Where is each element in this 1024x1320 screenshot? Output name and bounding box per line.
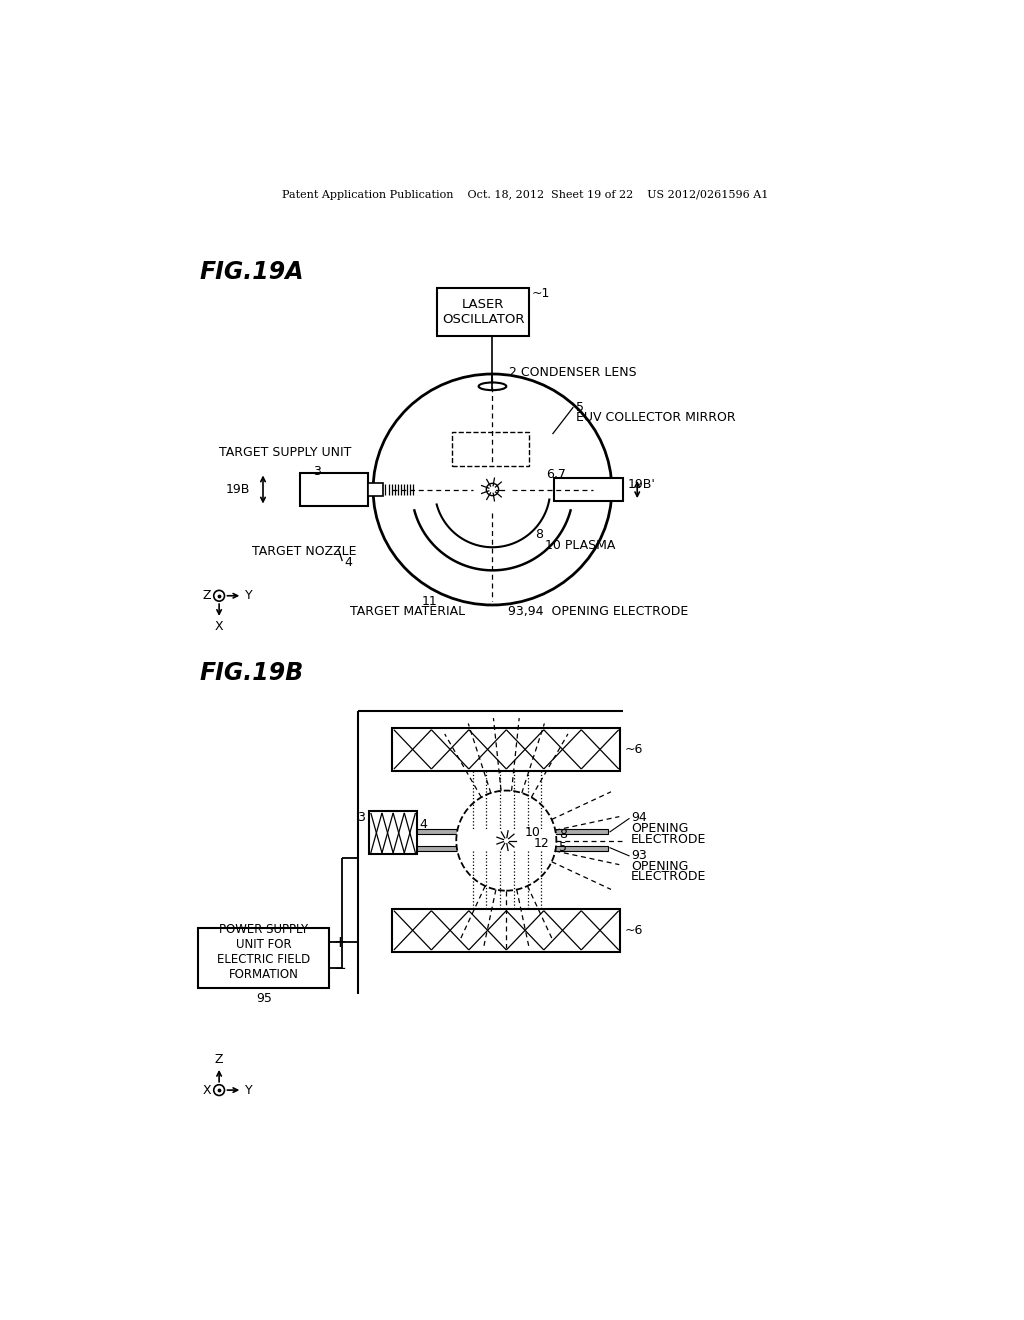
Text: 19B: 19B [225, 483, 250, 496]
Text: TARGET SUPPLY UNIT: TARGET SUPPLY UNIT [219, 446, 351, 459]
Text: Y: Y [245, 589, 252, 602]
Text: OPENING: OPENING [631, 859, 688, 873]
Text: 3: 3 [357, 810, 366, 824]
Text: Z: Z [203, 589, 211, 602]
Text: FIG.19B: FIG.19B [200, 661, 304, 685]
Bar [417, 829, 608, 834]
Text: EUV COLLECTOR MIRROR: EUV COLLECTOR MIRROR [575, 412, 735, 425]
Text: 4: 4 [419, 818, 427, 832]
Text: 12: 12 [535, 837, 550, 850]
Text: −: − [333, 961, 346, 975]
Bar [417, 846, 608, 851]
Ellipse shape [373, 374, 611, 605]
Text: X: X [203, 1084, 211, 1097]
Bar [368, 483, 383, 496]
Text: POWER SUPPLY
UNIT FOR
ELECTRIC FIELD
FORMATION: POWER SUPPLY UNIT FOR ELECTRIC FIELD FOR… [217, 923, 310, 981]
Text: ~6: ~6 [625, 743, 642, 756]
Text: 93,94  OPENING ELECTRODE: 93,94 OPENING ELECTRODE [508, 605, 688, 618]
Bar [437, 288, 529, 335]
Text: 11: 11 [422, 594, 437, 607]
Text: TARGET NOZZLE: TARGET NOZZLE [252, 545, 356, 557]
Text: FIG.19A: FIG.19A [200, 260, 304, 284]
Text: LASER
OSCILLATOR: LASER OSCILLATOR [442, 297, 524, 326]
Text: ~1: ~1 [531, 288, 550, 301]
Circle shape [214, 590, 224, 601]
Circle shape [486, 483, 499, 495]
Circle shape [214, 1085, 224, 1096]
Text: 8: 8 [559, 828, 566, 841]
Bar [554, 478, 624, 502]
Text: Z: Z [215, 1053, 223, 1065]
Text: Patent Application Publication    Oct. 18, 2012  Sheet 19 of 22    US 2012/02615: Patent Application Publication Oct. 18, … [282, 190, 768, 201]
Text: 10: 10 [524, 825, 541, 838]
Text: 5: 5 [559, 841, 566, 854]
Text: 19B': 19B' [628, 478, 655, 491]
Text: ELECTRODE: ELECTRODE [631, 833, 707, 846]
Text: 8: 8 [535, 528, 543, 541]
Text: 5: 5 [575, 400, 584, 413]
Text: 93: 93 [631, 849, 647, 862]
Circle shape [457, 791, 556, 891]
Text: ~6: ~6 [625, 924, 642, 937]
Bar [370, 812, 417, 854]
Bar [453, 432, 529, 466]
Text: TARGET MATERIAL: TARGET MATERIAL [350, 605, 465, 618]
Text: 10 PLASMA: 10 PLASMA [545, 539, 615, 552]
Text: 3: 3 [313, 465, 321, 478]
Text: 4: 4 [345, 556, 352, 569]
Text: 6,7: 6,7 [547, 469, 566, 482]
Text: 94: 94 [631, 810, 647, 824]
Text: 2 CONDENSER LENS: 2 CONDENSER LENS [509, 366, 637, 379]
Bar [199, 928, 330, 989]
Ellipse shape [478, 383, 506, 391]
Text: +: + [333, 935, 346, 950]
Text: OPENING: OPENING [631, 822, 688, 834]
Text: X: X [215, 620, 223, 634]
Bar [392, 729, 621, 771]
Text: 95: 95 [256, 991, 271, 1005]
Text: Y: Y [245, 1084, 252, 1097]
Bar [300, 473, 368, 507]
Text: ELECTRODE: ELECTRODE [631, 870, 707, 883]
Bar [392, 909, 621, 952]
